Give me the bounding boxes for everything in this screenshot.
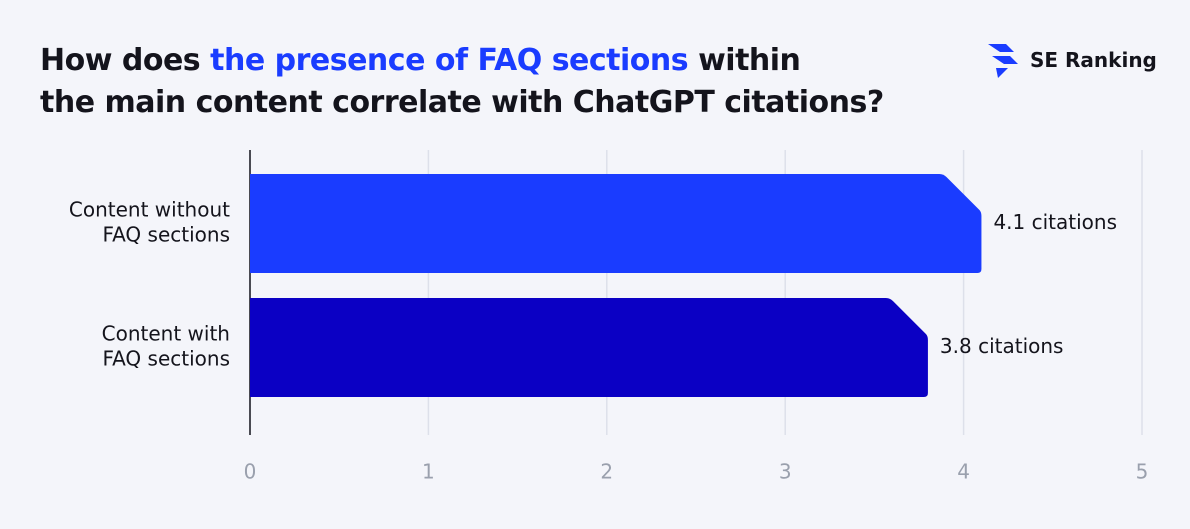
value-label: 3.8 citations [940, 334, 1064, 358]
x-tick-label: 0 [244, 460, 257, 484]
y-tick-label: FAQ sections [102, 223, 230, 247]
value-label: 4.1 citations [993, 210, 1117, 234]
title-text: the main content correlate with ChatGPT … [40, 85, 884, 120]
x-tick-label: 1 [422, 460, 435, 484]
title-text: How does [40, 43, 201, 78]
title-text: within [698, 43, 801, 78]
bar [250, 174, 982, 273]
x-tick-label: 5 [1136, 460, 1149, 484]
y-tick-label: FAQ sections [102, 347, 230, 371]
title-highlight: the presence of FAQ sections [210, 43, 689, 78]
y-tick-label: Content with [102, 322, 230, 346]
chart-title: How does the presence of FAQ sections wi… [40, 40, 884, 124]
brand-name: SE Ranking [1030, 48, 1157, 72]
brand: SE Ranking [986, 40, 1157, 80]
bar [250, 298, 928, 397]
x-tick-label: 2 [600, 460, 613, 484]
y-tick-label: Content without [69, 198, 230, 222]
x-tick-label: 3 [779, 460, 792, 484]
x-tick-label: 4 [957, 460, 970, 484]
brand-logo [988, 44, 1018, 78]
